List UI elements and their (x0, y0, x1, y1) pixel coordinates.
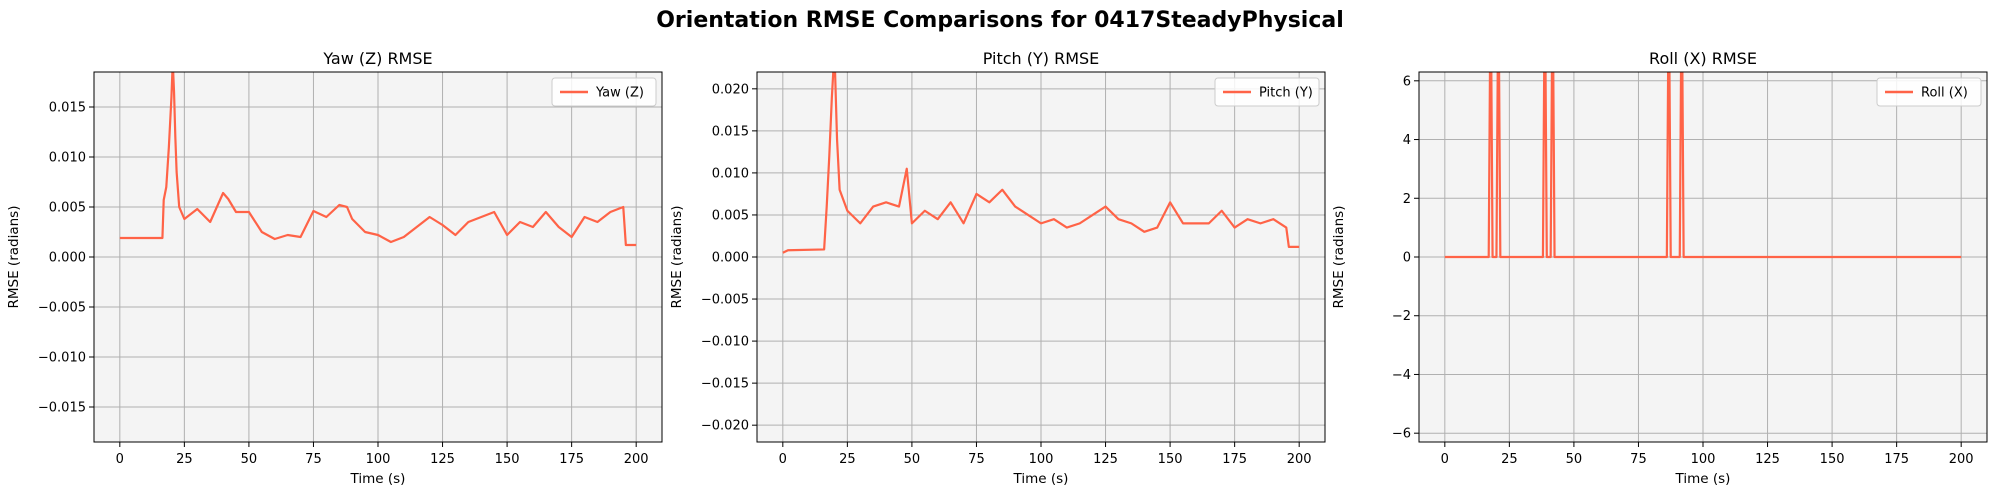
y-tick-label: 4 (1403, 133, 1411, 148)
x-tick-label: 25 (176, 452, 193, 467)
x-tick-label: 75 (1630, 452, 1647, 467)
y-tick-label: −0.010 (701, 335, 749, 350)
y-tick-label: −0.020 (701, 419, 749, 434)
x-tick-label: 0 (1441, 452, 1449, 467)
y-tick-label: 6 (1403, 74, 1411, 89)
x-tick-label: 75 (968, 452, 985, 467)
y-tick-label: 2 (1403, 192, 1411, 207)
y-tick-label: 0.000 (49, 251, 86, 266)
y-axis-label: RMSE (radians) (1331, 206, 1347, 309)
x-tick-label: 0 (116, 452, 124, 467)
legend-box (1876, 77, 1982, 107)
legend-box (1214, 77, 1320, 107)
chart-panel-1: 0 25 50 75 100 125 150 175 200 −0.020 −0.015 −0.010… (669, 49, 1326, 487)
x-tick-label: 125 (430, 452, 455, 467)
x-tick-label: 200 (1949, 452, 1974, 467)
y-axis-label: RMSE (radians) (669, 206, 685, 309)
y-tick-label: −0.005 (701, 293, 749, 308)
legend-label: Pitch (Y) (1259, 86, 1313, 101)
y-tick-label: 0.010 (712, 166, 749, 181)
x-tick-label: 25 (1501, 452, 1518, 467)
y-tick-label: −2 (1392, 309, 1411, 324)
series-line-0 (1444, 72, 1962, 259)
series-line-0 (782, 72, 1300, 254)
chart-title: Pitch (Y) RMSE (983, 49, 1100, 68)
legend-box (551, 77, 657, 107)
series-line-0 (119, 72, 637, 247)
x-tick-label: 125 (1755, 452, 1780, 467)
x-tick-label: 200 (624, 452, 649, 467)
y-axis-label: RMSE (radians) (6, 206, 22, 309)
x-tick-label: 50 (241, 452, 258, 467)
y-tick-label: 0.010 (49, 151, 86, 166)
figure-title: Orientation RMSE Comparisons for 0417Ste… (656, 8, 1344, 33)
x-tick-label: 175 (1884, 452, 1909, 467)
y-tick-label: 0.020 (712, 82, 749, 97)
y-tick-label: 0.000 (712, 251, 749, 266)
x-tick-label: 150 (1158, 452, 1183, 467)
chart-title: Roll (X) RMSE (1649, 49, 1757, 68)
chart-title: Yaw (Z) RMSE (322, 49, 432, 68)
x-axis-label: Time (s) (1675, 471, 1731, 487)
y-tick-label: 0.015 (49, 101, 86, 116)
x-tick-label: 50 (904, 452, 921, 467)
x-tick-label: 100 (1029, 452, 1054, 467)
y-tick-label: −0.010 (38, 351, 86, 366)
x-tick-label: 150 (1820, 452, 1845, 467)
x-tick-label: 150 (495, 452, 520, 467)
legend: Yaw (Z) (551, 77, 657, 107)
x-tick-label: 100 (366, 452, 391, 467)
x-tick-label: 200 (1287, 452, 1312, 467)
y-tick-label: 0.015 (712, 124, 749, 139)
x-axis-label: Time (s) (350, 471, 406, 487)
y-tick-label: −6 (1392, 427, 1411, 442)
y-tick-label: 0 (1403, 251, 1411, 266)
y-tick-label: −0.005 (38, 301, 86, 316)
legend: Roll (X) (1876, 77, 1982, 107)
legend-label: Roll (X) (1921, 86, 1968, 101)
y-tick-label: 0.005 (712, 208, 749, 223)
x-tick-label: 75 (305, 452, 322, 467)
x-tick-label: 175 (1222, 452, 1247, 467)
x-tick-label: 25 (839, 452, 856, 467)
x-tick-label: 125 (1093, 452, 1118, 467)
y-tick-label: −0.015 (701, 377, 749, 392)
y-tick-label: −4 (1392, 368, 1411, 383)
legend: Pitch (Y) (1214, 77, 1320, 107)
x-tick-label: 50 (1566, 452, 1583, 467)
y-tick-label: 0.005 (49, 201, 86, 216)
x-tick-label: 0 (779, 452, 787, 467)
x-tick-label: 175 (559, 452, 584, 467)
chart-panel-2: 0 25 50 75 100 125 150 175 200 −6 −4 −2 0 2 4 6 Roll (X)… (1331, 49, 1988, 487)
y-tick-label: −0.015 (38, 401, 86, 416)
x-tick-label: 100 (1691, 452, 1716, 467)
legend-label: Yaw (Z) (595, 86, 644, 101)
x-axis-label: Time (s) (1013, 471, 1069, 487)
chart-panel-0: 0 25 50 75 100 125 150 175 200 −0.015 −0.010 −0.005… (6, 49, 663, 487)
